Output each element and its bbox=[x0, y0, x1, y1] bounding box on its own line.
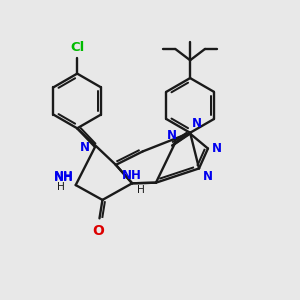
Text: N: N bbox=[80, 140, 90, 154]
Text: N: N bbox=[192, 117, 202, 130]
Text: H: H bbox=[136, 185, 145, 195]
Text: N: N bbox=[212, 142, 221, 155]
Text: N: N bbox=[167, 129, 177, 142]
Text: O: O bbox=[92, 224, 104, 238]
Text: NH: NH bbox=[122, 169, 142, 182]
Text: NH: NH bbox=[53, 170, 73, 183]
Text: NH: NH bbox=[54, 171, 74, 184]
Text: Cl: Cl bbox=[70, 41, 84, 54]
Text: N: N bbox=[202, 170, 213, 183]
Text: H: H bbox=[56, 182, 64, 192]
